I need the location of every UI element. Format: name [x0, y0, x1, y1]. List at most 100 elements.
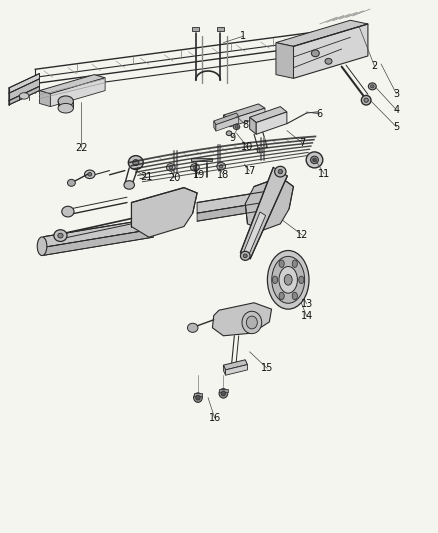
Text: 9: 9 — [229, 133, 235, 142]
Ellipse shape — [259, 149, 262, 152]
Ellipse shape — [235, 126, 238, 128]
Text: 16: 16 — [208, 413, 221, 423]
Text: 1: 1 — [240, 31, 246, 41]
Ellipse shape — [169, 166, 173, 169]
Ellipse shape — [217, 163, 226, 170]
Text: 6: 6 — [317, 109, 323, 119]
Ellipse shape — [368, 83, 376, 90]
Text: 21: 21 — [141, 173, 153, 182]
Ellipse shape — [292, 292, 297, 300]
Ellipse shape — [279, 292, 284, 300]
Ellipse shape — [361, 95, 371, 105]
Polygon shape — [9, 79, 39, 101]
Polygon shape — [214, 113, 239, 125]
Text: 20: 20 — [168, 173, 180, 183]
Polygon shape — [44, 229, 153, 255]
Ellipse shape — [62, 206, 74, 217]
Ellipse shape — [37, 237, 47, 255]
Text: 5: 5 — [393, 122, 399, 132]
Polygon shape — [240, 167, 287, 259]
Polygon shape — [194, 393, 202, 396]
Ellipse shape — [325, 59, 332, 64]
Text: 14: 14 — [300, 311, 313, 321]
Polygon shape — [243, 212, 265, 257]
Ellipse shape — [272, 276, 278, 284]
Ellipse shape — [219, 389, 228, 398]
Polygon shape — [219, 389, 228, 392]
Polygon shape — [39, 75, 105, 94]
Ellipse shape — [371, 85, 374, 88]
Text: 3: 3 — [393, 89, 399, 99]
Polygon shape — [223, 115, 230, 127]
Text: 11: 11 — [318, 169, 330, 179]
Ellipse shape — [240, 251, 250, 260]
Text: 22: 22 — [75, 143, 87, 153]
Ellipse shape — [246, 316, 257, 329]
Polygon shape — [226, 365, 247, 375]
Polygon shape — [223, 360, 247, 370]
Ellipse shape — [257, 148, 264, 153]
Ellipse shape — [193, 166, 197, 169]
Text: 4: 4 — [393, 105, 399, 115]
Ellipse shape — [279, 266, 297, 293]
Text: 12: 12 — [296, 230, 308, 240]
Ellipse shape — [166, 164, 175, 171]
Ellipse shape — [124, 181, 134, 189]
Ellipse shape — [133, 160, 139, 165]
Polygon shape — [44, 219, 153, 247]
Text: 19: 19 — [193, 170, 205, 180]
Ellipse shape — [219, 165, 223, 168]
Ellipse shape — [85, 170, 95, 179]
Polygon shape — [223, 104, 265, 119]
Polygon shape — [197, 203, 263, 221]
Text: 2: 2 — [371, 61, 378, 71]
Ellipse shape — [196, 395, 200, 400]
Ellipse shape — [128, 156, 143, 169]
Ellipse shape — [67, 179, 75, 186]
Text: 10: 10 — [241, 142, 254, 152]
Polygon shape — [50, 78, 105, 107]
Text: 17: 17 — [244, 166, 256, 176]
Polygon shape — [276, 20, 368, 46]
Polygon shape — [9, 74, 39, 93]
Ellipse shape — [267, 251, 309, 309]
Polygon shape — [245, 177, 293, 230]
Ellipse shape — [313, 158, 316, 161]
Ellipse shape — [58, 233, 63, 238]
Ellipse shape — [194, 393, 202, 402]
Ellipse shape — [364, 98, 368, 102]
Ellipse shape — [221, 391, 226, 395]
Polygon shape — [39, 91, 50, 107]
Ellipse shape — [19, 93, 29, 99]
Ellipse shape — [242, 311, 261, 334]
Ellipse shape — [226, 131, 232, 136]
Ellipse shape — [278, 169, 283, 174]
Polygon shape — [250, 117, 256, 134]
Ellipse shape — [311, 50, 319, 57]
Polygon shape — [250, 107, 287, 123]
Polygon shape — [192, 27, 199, 31]
Ellipse shape — [187, 323, 198, 333]
Text: 13: 13 — [300, 299, 313, 309]
Polygon shape — [212, 303, 272, 336]
Text: 8: 8 — [242, 120, 248, 130]
Ellipse shape — [299, 276, 304, 284]
Polygon shape — [9, 86, 39, 105]
Polygon shape — [216, 117, 239, 131]
Text: 18: 18 — [217, 170, 230, 180]
Ellipse shape — [244, 254, 247, 257]
Ellipse shape — [191, 164, 199, 171]
Polygon shape — [230, 108, 265, 127]
Ellipse shape — [58, 103, 74, 113]
Ellipse shape — [306, 152, 323, 168]
Polygon shape — [276, 43, 293, 78]
Text: 7: 7 — [299, 138, 305, 148]
Polygon shape — [131, 188, 197, 237]
Polygon shape — [214, 121, 216, 131]
Ellipse shape — [233, 124, 240, 130]
Polygon shape — [293, 24, 368, 78]
Polygon shape — [197, 192, 263, 213]
Ellipse shape — [275, 166, 286, 177]
Ellipse shape — [292, 260, 297, 268]
Text: 15: 15 — [261, 364, 273, 373]
